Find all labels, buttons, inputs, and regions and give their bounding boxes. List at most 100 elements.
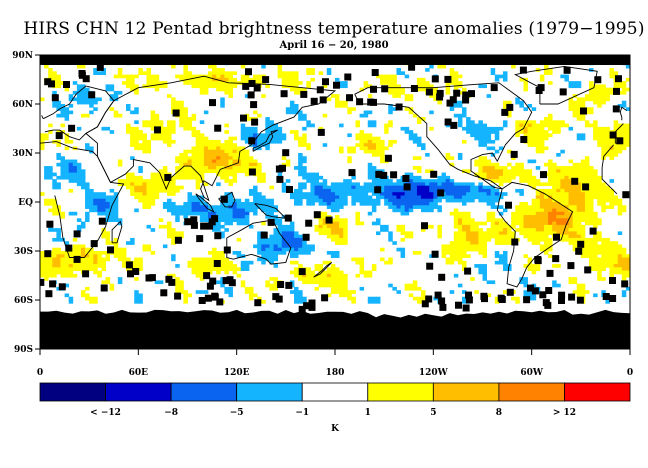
anomaly-cell xyxy=(625,139,630,144)
missing-data-cell xyxy=(45,290,53,298)
missing-data-cell xyxy=(107,246,114,254)
anomaly-cell xyxy=(294,244,299,249)
anomaly-cell xyxy=(343,218,348,222)
anomaly-cell xyxy=(335,208,340,213)
anomaly-cell xyxy=(388,143,393,147)
anomaly-cell xyxy=(609,90,615,95)
anomaly-cell xyxy=(449,251,455,255)
anomaly-cell xyxy=(351,188,356,193)
anomaly-cell xyxy=(515,100,520,105)
anomaly-cell xyxy=(597,260,602,265)
anomaly-cell xyxy=(187,202,192,206)
anomaly-cell xyxy=(523,264,528,268)
anomaly-cell xyxy=(175,208,180,213)
anomaly-cell xyxy=(589,123,594,128)
anomaly-cell xyxy=(502,224,508,229)
anomaly-cell xyxy=(576,202,582,206)
anomaly-cell xyxy=(183,215,188,219)
anomaly-cell xyxy=(543,162,549,167)
missing-data-cell xyxy=(100,284,108,292)
anomaly-cell xyxy=(609,149,615,154)
anomaly-cell xyxy=(80,260,86,265)
anomaly-cell xyxy=(380,185,385,190)
anomaly-cell xyxy=(433,182,438,187)
anomaly-cell xyxy=(195,185,201,190)
anomaly-cell xyxy=(109,286,115,291)
anomaly-cell xyxy=(302,113,307,118)
anomaly-cell xyxy=(56,247,61,252)
anomaly-cell xyxy=(289,74,295,79)
anomaly-cell xyxy=(490,162,496,167)
anomaly-cell xyxy=(384,202,389,206)
anomaly-cell xyxy=(44,198,49,203)
anomaly-cell xyxy=(355,185,360,190)
anomaly-cell xyxy=(269,283,274,288)
anomaly-cell xyxy=(380,146,385,151)
anomaly-cell xyxy=(289,104,295,108)
anomaly-cell xyxy=(613,267,619,271)
anomaly-cell xyxy=(240,267,246,271)
anomaly-cell xyxy=(207,64,213,69)
anomaly-cell xyxy=(310,244,315,249)
anomaly-cell xyxy=(224,257,229,262)
anomaly-cell xyxy=(593,120,598,124)
anomaly-cell xyxy=(130,81,135,85)
anomaly-cell xyxy=(539,247,545,252)
anomaly-cell xyxy=(302,192,307,196)
anomaly-cell xyxy=(216,156,221,160)
anomaly-cell xyxy=(306,280,311,285)
anomaly-cell xyxy=(183,202,188,206)
anomaly-cell xyxy=(552,188,557,193)
anomaly-cell xyxy=(113,215,119,219)
anomaly-cell xyxy=(150,175,156,180)
anomaly-cell xyxy=(294,188,299,193)
anomaly-cell xyxy=(408,231,414,236)
anomaly-cell xyxy=(462,218,467,222)
anomaly-cell xyxy=(261,241,266,245)
anomaly-cell xyxy=(609,260,615,265)
anomaly-cell xyxy=(572,247,578,252)
anomaly-cell xyxy=(556,202,561,206)
anomaly-cell xyxy=(507,110,512,115)
anomaly-cell xyxy=(138,195,143,200)
anomaly-cell xyxy=(257,162,262,167)
anomaly-cell xyxy=(478,221,483,226)
anomaly-cell xyxy=(52,267,57,271)
anomaly-cell xyxy=(64,251,70,255)
anomaly-cell xyxy=(453,185,459,190)
anomaly-cell xyxy=(228,84,233,89)
anomaly-cell xyxy=(396,205,401,209)
anomaly-cell xyxy=(335,104,340,108)
missing-data-cell xyxy=(214,124,222,132)
anomaly-cell xyxy=(552,130,557,134)
anomaly-cell xyxy=(335,283,340,288)
anomaly-cell xyxy=(478,162,483,167)
anomaly-cell xyxy=(601,84,606,89)
anomaly-cell xyxy=(330,94,336,98)
anomaly-cell xyxy=(625,64,630,69)
anomaly-cell xyxy=(130,77,135,82)
anomaly-cell xyxy=(207,149,213,154)
anomaly-cell xyxy=(257,146,262,151)
anomaly-cell xyxy=(273,123,279,128)
anomaly-cell xyxy=(171,228,176,232)
anomaly-cell xyxy=(289,130,295,134)
missing-data-cell xyxy=(426,262,434,270)
anomaly-cell xyxy=(531,185,537,190)
anomaly-cell xyxy=(388,205,393,209)
anomaly-cell xyxy=(482,234,487,239)
missing-data-cell xyxy=(154,126,161,134)
anomaly-cell xyxy=(498,195,504,200)
anomaly-cell xyxy=(589,172,594,177)
anomaly-cell xyxy=(412,136,418,141)
anomaly-cell xyxy=(306,84,311,89)
anomaly-cell xyxy=(609,254,615,258)
anomaly-cell xyxy=(285,110,291,115)
anomaly-cell xyxy=(589,247,594,252)
anomaly-cell xyxy=(392,195,397,200)
anomaly-cell xyxy=(429,185,434,190)
anomaly-cell xyxy=(494,130,500,134)
anomaly-cell xyxy=(593,293,598,298)
anomaly-cell xyxy=(89,254,94,258)
anomaly-cell xyxy=(494,169,500,173)
